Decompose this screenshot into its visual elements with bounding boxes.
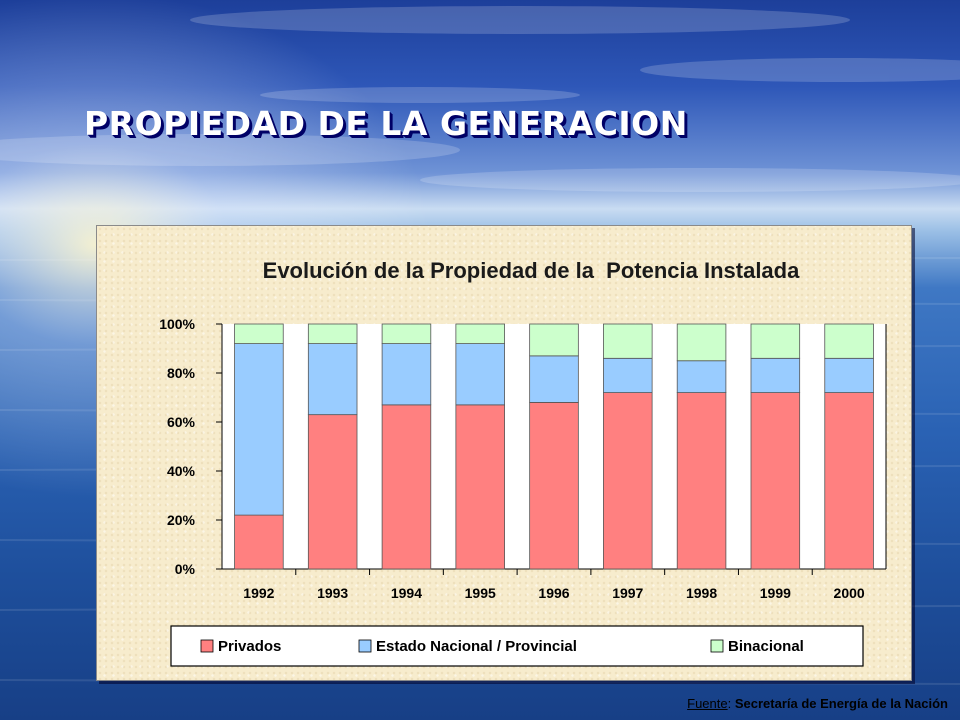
chart-svg: Evolución de la Propiedad de la Potencia…	[159, 258, 887, 667]
bar-segment-2	[307, 343, 358, 416]
x-tick-label: 1995	[465, 585, 496, 601]
x-tick-label: 1993	[317, 585, 348, 601]
source-label: Fuente	[687, 696, 728, 711]
bar-segment-2	[381, 343, 432, 406]
bar-segment-2	[824, 357, 874, 394]
bar-segment-1	[824, 392, 874, 570]
chart-title: Evolución de la Propiedad de la Potencia…	[263, 258, 800, 283]
bar-segment-2	[750, 357, 801, 394]
legend: Privados Estado Nacional / Provincial Bina…	[170, 625, 864, 667]
legend-label-1: Privados	[218, 638, 281, 655]
bar-segment-1	[381, 404, 432, 570]
bar-segment-3	[824, 323, 874, 359]
bar-segment-3	[603, 323, 653, 359]
y-tick-label: 60%	[167, 414, 196, 430]
bar-segment-1	[529, 401, 579, 570]
bar-segment-1	[750, 392, 801, 570]
bar-segment-3	[676, 323, 727, 362]
bar-segment-2	[676, 360, 727, 394]
x-tick-label: 1992	[243, 585, 274, 601]
bar-segment-3	[307, 323, 358, 345]
slide-title: PROPIEDAD DE LA GENERACION	[84, 104, 688, 143]
x-tick-label: 1994	[391, 585, 422, 601]
bar-segment-3	[529, 323, 579, 357]
legend-label-3: Binacional	[728, 638, 804, 655]
bar-segment-1	[307, 414, 358, 570]
chart-panel: Evolución de la Propiedad de la Potencia…	[96, 225, 912, 681]
bar-segment-3	[381, 323, 432, 345]
y-tick-label: 100%	[159, 316, 195, 332]
y-tick-label: 20%	[167, 512, 196, 528]
bar-segment-1	[603, 392, 653, 570]
bar-segment-2	[455, 343, 505, 406]
bar-segment-3	[234, 323, 284, 345]
source-separator: :	[727, 696, 735, 711]
plot-area: 0% 20% 40% 60% 80% 100% 1992 1993 1994 1995 1996 19…	[159, 316, 887, 601]
bar-segment-2	[529, 355, 579, 403]
x-tick-label: 2000	[834, 585, 865, 601]
bar-segment-3	[750, 323, 801, 359]
bar-segment-3	[455, 323, 505, 345]
bar-segment-2	[234, 343, 284, 516]
x-tick-label: 1997	[612, 585, 643, 601]
source-note: Fuente: Secretaría de Energía de la Naci…	[687, 696, 948, 711]
bar-segment-2	[603, 357, 653, 394]
legend-swatch-1	[200, 639, 214, 653]
bar-segment-1	[455, 404, 505, 570]
y-tick-label: 0%	[175, 561, 196, 577]
y-tick-label: 40%	[167, 463, 196, 479]
legend-swatch-3	[710, 639, 724, 653]
x-tick-label: 1996	[538, 585, 569, 601]
legend-box	[170, 625, 864, 667]
bar-segment-1	[676, 392, 727, 570]
x-tick-label: 1999	[760, 585, 791, 601]
y-tick-label: 80%	[167, 365, 196, 381]
source-text: Secretaría de Energía de la Nación	[734, 696, 948, 711]
legend-swatch-2	[358, 639, 372, 653]
bar-segment-1	[234, 514, 284, 570]
x-tick-label: 1998	[686, 585, 717, 601]
legend-label-2: Estado Nacional / Provincial	[376, 638, 577, 655]
